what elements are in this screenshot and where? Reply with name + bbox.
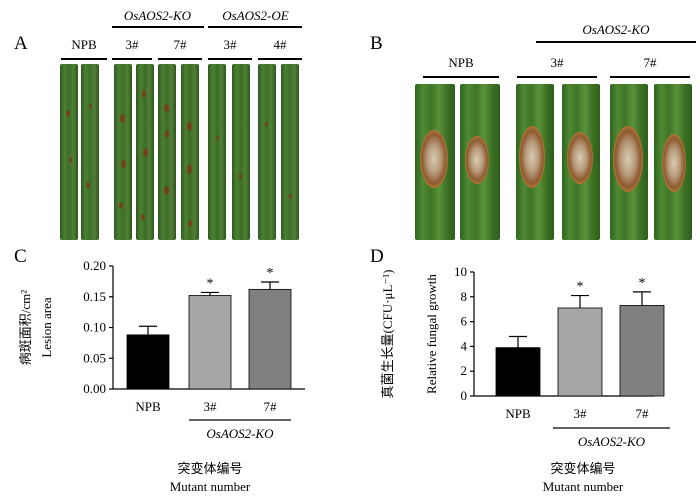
significance-mark: *: [639, 276, 646, 291]
panel-a-oe-line-3: 3#: [223, 37, 237, 52]
group-label: OsAOS2-KO: [206, 426, 274, 441]
panel-b-ko-line-7: 7#: [643, 55, 657, 70]
panel-a-ko7-rule: [158, 58, 202, 60]
category-label: 3#: [204, 399, 218, 414]
y-tick-label: 0.00: [83, 381, 106, 396]
significance-mark: *: [207, 276, 214, 291]
leaf-oe4-2: [281, 64, 299, 240]
panel-b-ko7-rule: [610, 76, 690, 78]
y-tick-label: 8: [461, 289, 468, 304]
panel-a-oe4-rule: [258, 58, 302, 60]
bar-3#: [557, 307, 603, 397]
y-tick-label: 4: [461, 338, 468, 353]
panel-b-ko-rule: [536, 41, 696, 43]
leaf-b-ko7-1: [610, 84, 648, 240]
panel-a-oe-label: OsAOS2-OE: [222, 8, 289, 23]
panel-a-oe-line-4: 4#: [273, 37, 287, 52]
y-tick-label: 0.15: [83, 289, 106, 304]
bar-3#: [188, 295, 232, 390]
panel-a-npb-label: NPB: [71, 37, 97, 52]
leaf-oe3-2: [232, 64, 250, 240]
panel-a-ko-line-3: 3#: [125, 37, 139, 52]
leaf-ko3-1: [114, 64, 132, 240]
y-tick-label: 6: [461, 314, 468, 329]
leaf-b-npb-1: [415, 84, 455, 240]
bar-NPB: [126, 334, 170, 390]
panel-a-npb-rule: [61, 58, 107, 60]
leaf-b-ko3-1: [516, 84, 554, 240]
y-tick-label: 2: [461, 363, 468, 378]
category-label: NPB: [505, 406, 531, 421]
bar-7#: [619, 305, 665, 397]
leaf-ko7-1: [158, 64, 176, 240]
chart-c: 0.00 0.05 0.10 0.15 0.20 NPB * 3# * 7# OsAOS2-KO 病斑…: [18, 258, 305, 494]
y-tick-label: 0.05: [83, 350, 106, 365]
category-label: 7#: [636, 406, 650, 421]
panel-b-ko-line-3: 3#: [550, 55, 564, 70]
x-label-en: Mutant number: [170, 479, 251, 494]
category-label: NPB: [135, 399, 161, 414]
leaf-ko7-2: [181, 64, 199, 240]
x-label-cn: 突变体编号: [550, 461, 615, 476]
x-label-en: Mutant number: [543, 479, 624, 494]
panel-d-letter: D: [370, 246, 384, 267]
group-label: OsAOS2-KO: [578, 434, 646, 449]
y-label-en: Lesion area: [39, 297, 54, 358]
leaf-oe4-1: [258, 64, 276, 240]
category-label: 7#: [264, 399, 278, 414]
y-label-cn: 病斑面积/cm²: [18, 290, 33, 365]
bar-7#: [248, 288, 292, 390]
leaf-b-ko3-2: [562, 84, 600, 240]
leaf-b-ko7-2: [654, 84, 692, 240]
significance-mark: *: [267, 266, 274, 281]
y-tick-label: 0.10: [83, 320, 106, 335]
panel-b-npb-rule: [423, 76, 499, 78]
panel-b-letter: B: [370, 33, 383, 54]
panel-a-ko-rule: [112, 26, 204, 28]
significance-mark: *: [577, 280, 584, 295]
panel-a-oe-rule: [208, 26, 302, 28]
panel-a-ko-line-7: 7#: [173, 37, 187, 52]
y-label-cn: 真菌生长量(CFU·μL⁻¹): [380, 270, 395, 399]
leaf-ko3-2: [136, 64, 154, 240]
x-label-cn: 突变体编号: [177, 461, 242, 476]
leaf-npb-1: [60, 64, 78, 240]
y-tick-label: 10: [454, 264, 467, 279]
panel-a-ko-label: OsAOS2-KO: [123, 8, 192, 23]
panel-a-letter: A: [14, 33, 28, 54]
panel-c-letter: C: [14, 246, 27, 267]
category-label: 3#: [574, 406, 588, 421]
panel-a-ko3-rule: [112, 58, 152, 60]
y-tick-label: 0.20: [83, 258, 106, 273]
panel-b-npb-label: NPB: [448, 55, 474, 70]
y-label-en: Relative fungal growth: [424, 274, 439, 394]
panel-a-oe3-rule: [208, 58, 252, 60]
chart-d: 0 2 4 6 8 10 NPB * 3# * 7# OsAOS2-KO 真菌生长量(CFU·μL⁻¹)…: [380, 264, 670, 494]
y-tick-label: 0: [461, 388, 468, 403]
leaf-npb-2: [81, 64, 99, 240]
panel-b-ko-label: OsAOS2-KO: [582, 22, 650, 37]
bar-NPB: [495, 347, 541, 397]
panel-b-ko3-rule: [517, 76, 597, 78]
leaf-b-npb-2: [460, 84, 500, 240]
leaf-oe3-1: [208, 64, 226, 240]
